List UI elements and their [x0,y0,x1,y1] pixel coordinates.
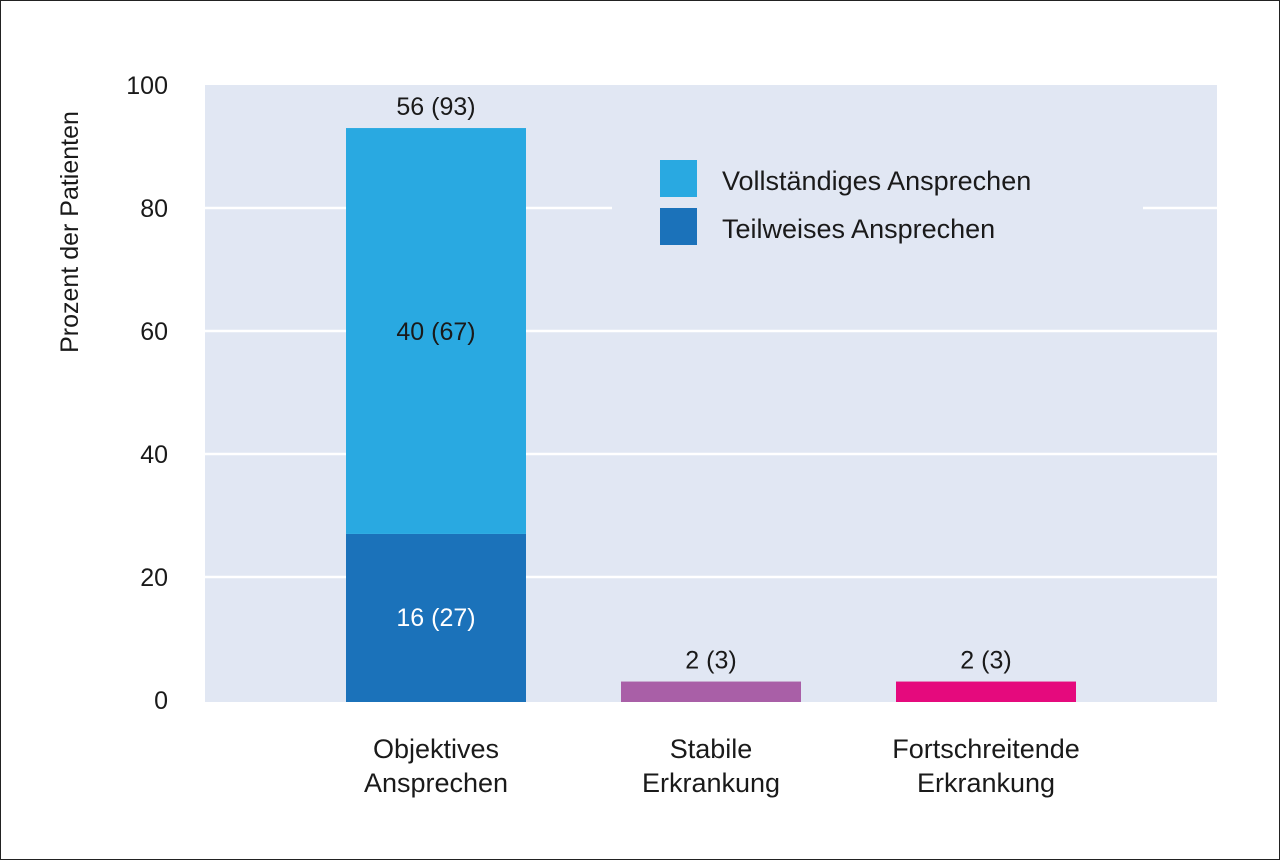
bar-label: 40 (67) [396,318,475,346]
legend-swatch [660,208,697,245]
y-tick-label: 40 [140,441,168,469]
y-tick-label: 60 [140,318,168,346]
x-tick-label: Ansprechen [364,768,508,798]
x-tick-label: Stabile [670,734,753,764]
x-tick-label: Erkrankung [917,768,1055,798]
bar-segment [621,681,801,702]
bar-segment [896,681,1076,702]
y-tick-label: 0 [154,687,168,715]
bar-label: 2 (3) [685,647,736,675]
bar-label: 16 (27) [396,604,475,632]
x-tick-label: Fortschreitende [892,734,1080,764]
y-tick-label: 100 [126,72,168,100]
legend-label: Teilweises Ansprechen [722,214,995,244]
bar-segment [346,128,526,534]
bar-segment [346,533,526,702]
y-axis-label: Prozent der Patienten [56,111,84,353]
bar-label: 2 (3) [960,647,1011,675]
legend-background [612,150,1143,255]
total-label: 56 (93) [396,93,475,121]
legend-swatch [660,160,697,197]
x-tick-label: Erkrankung [642,768,780,798]
legend-label: Vollständiges Ansprechen [722,166,1031,196]
x-tick-label: Objektives [373,734,499,764]
y-tick-label: 80 [140,195,168,223]
y-tick-label: 20 [140,564,168,592]
